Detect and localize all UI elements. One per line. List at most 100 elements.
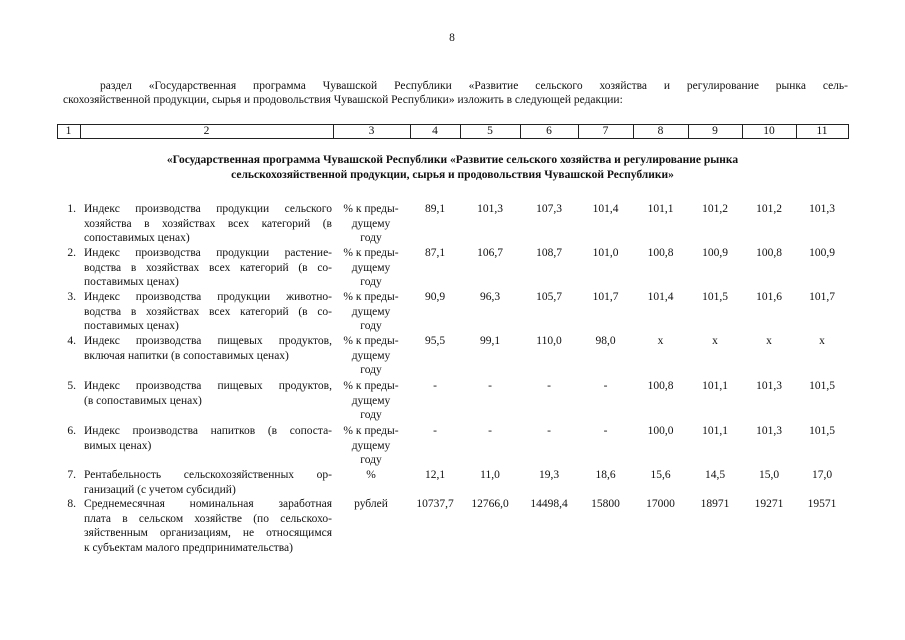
row-value: - (433, 425, 437, 437)
row-value: 100,8 (647, 247, 674, 259)
row-value: 101,5 (809, 425, 835, 437)
header-cell: 9 (712, 125, 718, 137)
row-value: 101,4 (592, 203, 619, 215)
header-cell: 3 (368, 125, 375, 137)
rule (688, 124, 689, 139)
rule (333, 124, 334, 139)
row-name: поставимых ценах) (84, 276, 179, 288)
row-value: 101,7 (592, 291, 619, 303)
row-name: Индекс производства продукции растение- (84, 247, 332, 259)
rule (57, 124, 848, 125)
header-cell: 6 (546, 125, 552, 137)
row-name: хозяйства в хозяйствах всех категорий (в (84, 217, 332, 230)
row-unit: % к преды- (343, 203, 399, 215)
row-value: 15800 (591, 498, 620, 510)
row-value: 95,5 (424, 335, 446, 347)
row-value: 101,2 (702, 203, 728, 215)
row-unit: рублей (354, 498, 388, 510)
row-value: 101,3 (756, 380, 782, 392)
row-value: 105,7 (536, 291, 562, 303)
row-value: 101,5 (809, 380, 835, 392)
section-title: сельскохозяйственной продукции, сырья и … (231, 169, 674, 181)
row-name: включая напитки (в сопоставимых ценах) (84, 349, 289, 362)
row-value: 98,0 (595, 335, 616, 347)
row-value: 96,3 (479, 291, 501, 303)
row-value: x (712, 335, 718, 347)
rule (796, 124, 797, 139)
rule (633, 124, 634, 139)
header-cell: 11 (816, 125, 828, 137)
row-name: сопоставимых ценах) (84, 232, 190, 244)
rule (742, 124, 743, 139)
row-value: x (766, 335, 772, 347)
rule (520, 124, 521, 139)
row-unit: году (360, 320, 382, 332)
row-value: 101,3 (477, 203, 503, 215)
row-name: к субъектам малого предпринимательства) (84, 541, 293, 554)
row-value: 99,1 (479, 335, 501, 347)
row-unit: году (360, 232, 382, 244)
row-value: 17,0 (811, 469, 833, 481)
row-name: поставимых ценах) (84, 320, 179, 332)
row-value: 108,7 (536, 247, 562, 259)
row-unit: году (360, 364, 382, 376)
row-unit: дущему (351, 305, 391, 318)
row-value: - (547, 425, 551, 437)
row-value: 101,3 (756, 425, 782, 437)
row-value: 19,3 (538, 469, 560, 481)
row-value: 101,1 (702, 425, 728, 437)
row-value: - (433, 380, 437, 392)
row-value: 18,6 (595, 469, 616, 481)
row-value: 110,0 (536, 335, 562, 347)
header-cell: 10 (763, 125, 775, 137)
row-value: 100,8 (647, 380, 674, 392)
row-value: 14498,4 (530, 498, 568, 510)
row-name: Среднемесячная номинальная заработная (84, 498, 332, 510)
row-value: - (603, 380, 608, 392)
row-name: водства в хозяйствах всех категорий (в с… (84, 305, 332, 318)
row-value: 101,4 (647, 291, 674, 303)
row-value: 10737,7 (416, 498, 454, 510)
row-value: 12766,0 (471, 498, 509, 510)
row-number: 8. (67, 498, 76, 510)
row-name: Индекс производства продукции сельского (84, 203, 332, 215)
row-value: 15,6 (650, 469, 671, 481)
row-name: ганизаций (с учетом субсидий) (84, 483, 236, 496)
row-value: 15,0 (758, 469, 780, 481)
row-unit: % к преды- (343, 425, 399, 437)
row-value: x (657, 335, 664, 347)
row-value: - (547, 380, 551, 392)
header-cell: 4 (432, 125, 438, 137)
header-cell: 7 (602, 125, 609, 137)
intro-line: раздел «Государственная программа Чувашс… (100, 80, 848, 92)
header-cell: 8 (657, 125, 664, 137)
page-number: 8 (449, 32, 455, 44)
row-name: вимых ценах) (84, 439, 152, 452)
row-value: 100,9 (702, 247, 728, 259)
row-value: 106,7 (477, 247, 503, 259)
row-value: 100,8 (756, 247, 782, 259)
row-number: 2. (67, 247, 76, 259)
row-value: - (488, 380, 492, 392)
row-value: 101,1 (702, 380, 728, 392)
row-unit: % к преды- (343, 291, 399, 303)
row-value: 101,7 (809, 291, 835, 303)
row-name: (в сопоставимых ценах) (84, 394, 202, 407)
row-value: 100,0 (647, 425, 674, 437)
intro-line: скохозяйственной продукции, сырья и прод… (63, 94, 623, 106)
rule (57, 124, 58, 139)
header-cell: 5 (487, 125, 493, 137)
row-unit: дущему (351, 261, 391, 274)
row-unit: дущему (351, 439, 391, 452)
row-value: - (603, 425, 608, 437)
row-name: водства в хозяйствах всех категорий (в с… (84, 261, 332, 274)
row-value: 101,2 (756, 203, 782, 215)
row-name: зяйственным организациям, не относящимся (84, 527, 332, 539)
row-name: Индекс производства пищевых продуктов, (84, 380, 332, 392)
row-name: Рентабельность сельскохозяйственных ор- (84, 469, 332, 481)
row-number: 7. (67, 469, 76, 481)
rule (80, 124, 81, 139)
row-name: Индекс производства напитков (в сопоста- (84, 425, 332, 437)
row-value: 101,0 (592, 247, 619, 259)
